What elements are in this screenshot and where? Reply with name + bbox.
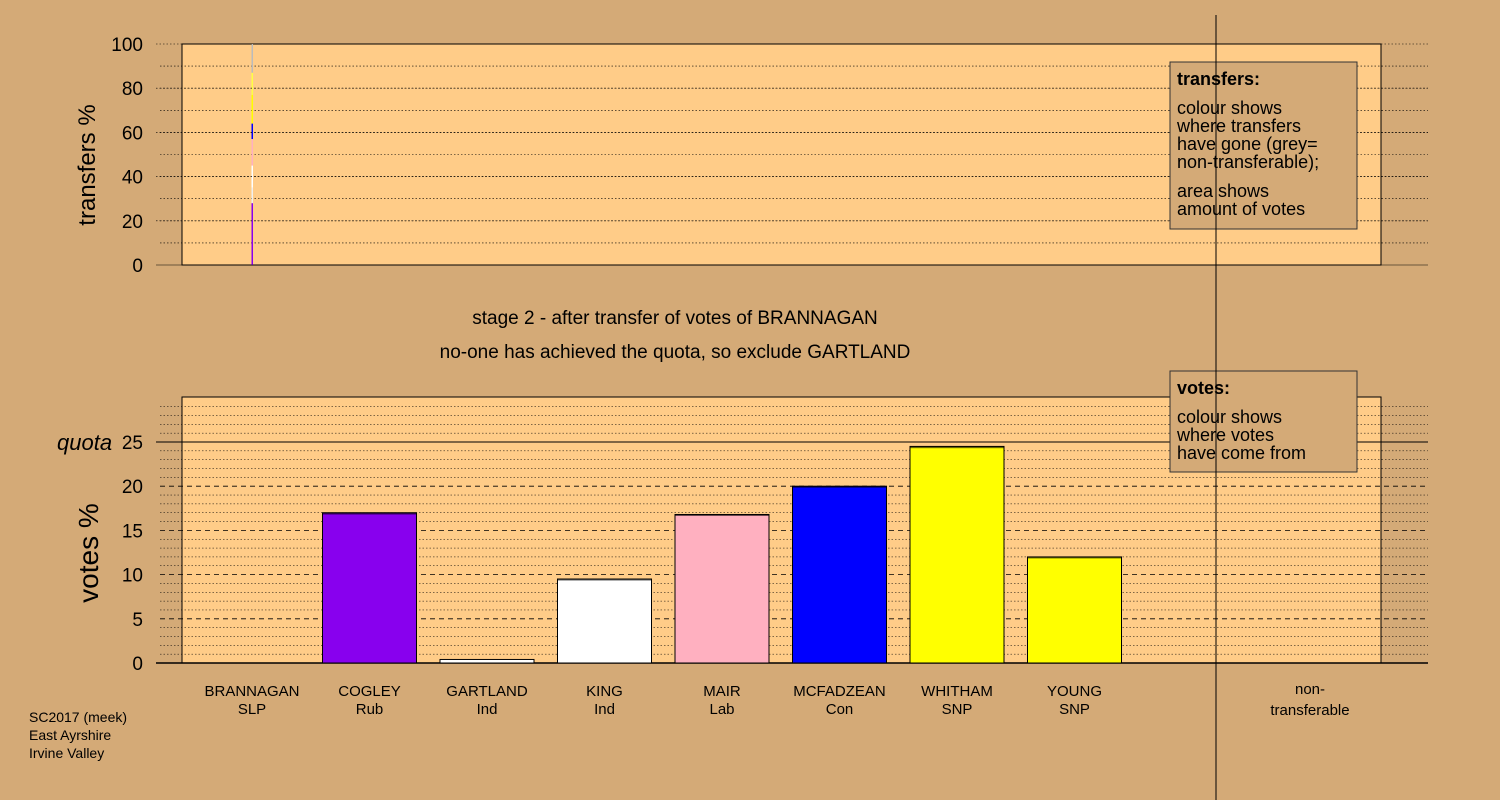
non-transferable-label-line2: transferable — [1270, 702, 1349, 719]
footer-line-2: East Ayrshire — [29, 727, 111, 743]
vote-bar-cogley — [322, 512, 417, 664]
footer-line-1: SC2017 (meek) — [29, 709, 127, 725]
transfer-segment-whitham — [251, 94, 253, 124]
transfer-segment-gartland — [251, 187, 253, 204]
transfers-y-tick-label: 20 — [122, 212, 143, 233]
transfers-legend: transfers: colour shows where transfers … — [1169, 61, 1358, 230]
votes-legend-heading: votes: — [1177, 378, 1230, 398]
transfers-y-tick-label: 0 — [132, 256, 143, 277]
footer-line-3: Irvine Valley — [29, 745, 104, 761]
transfers-legend-heading: transfers: — [1177, 69, 1260, 89]
votes-legend-line: colour shows — [1177, 407, 1282, 427]
candidate-name-mair: MAIR — [703, 683, 741, 700]
candidate-name-young: YOUNG — [1047, 683, 1102, 700]
votes-legend-line: where votes — [1176, 425, 1274, 445]
transfer-segments — [251, 44, 253, 265]
candidate-party-cogley: Rub — [356, 701, 384, 718]
vote-bar-king — [557, 578, 652, 664]
transfers-y-tick-label: 80 — [122, 79, 143, 100]
vote-bar-mcfadzean — [792, 485, 887, 664]
candidate-name-gartland: GARTLAND — [446, 683, 528, 700]
candidate-party-mair: Lab — [709, 701, 734, 718]
transfers-legend-line: non-transferable); — [1177, 152, 1319, 172]
candidate-party-gartland: Ind — [477, 701, 498, 718]
vote-bar-transfer-whitham — [910, 446, 1004, 449]
votes-x-labels: BRANNAGANSLPCOGLEYRubGARTLANDIndKINGIndM… — [204, 681, 1349, 719]
transfer-segment-mcfadzean — [251, 123, 253, 140]
transfers-y-tick-label: 60 — [122, 123, 143, 144]
votes-y-tick-label: 20 — [122, 477, 143, 498]
candidate-party-brannagan: SLP — [238, 701, 266, 718]
vote-bar-transfer-young — [1027, 556, 1122, 559]
votes-y-tick-label: 10 — [122, 566, 143, 587]
vote-bar-transfer-king — [557, 579, 652, 581]
votes-bars — [322, 445, 1122, 664]
votes-y-tick-label: 15 — [122, 521, 143, 542]
candidate-name-cogley: COGLEY — [338, 683, 401, 700]
non-transferable-label-line1: non- — [1295, 681, 1325, 698]
vote-bar-transfer-cogley — [322, 512, 417, 515]
transfers-legend-line: where transfers — [1176, 116, 1301, 136]
candidate-name-mcfadzean: MCFADZEAN — [793, 683, 886, 700]
votes-y-tick-label: 5 — [132, 610, 143, 631]
votes-y-tick-label: 25 — [122, 433, 143, 454]
votes-legend-line: have come from — [1177, 443, 1306, 463]
votes-legend-box — [1169, 370, 1358, 473]
transfers-y-tick-label: 100 — [111, 35, 143, 56]
votes-y-ticks: 0 5 10 15 20 25 — [122, 433, 143, 675]
transfers-legend-line: area shows — [1177, 181, 1269, 201]
transfer-segment-young — [251, 72, 253, 95]
votes-legend: votes: colour shows where votes have com… — [1169, 370, 1358, 473]
candidate-party-mcfadzean: Con — [826, 701, 854, 718]
vote-bar-transfer-mcfadzean — [792, 486, 887, 488]
vote-bar-gartland — [439, 658, 535, 664]
transfers-legend-box — [1169, 61, 1358, 230]
transfers-legend-line: amount of votes — [1177, 199, 1305, 219]
stage-note: no-one has achieved the quota, so exclud… — [440, 342, 911, 363]
transfer-segment-non-transferable — [251, 44, 253, 73]
transfers-chart: 0 20 40 60 80 100 transfers % transfers: colo… — [74, 35, 1428, 277]
transfer-segment-king — [251, 165, 253, 188]
candidate-name-whitham: WHITHAM — [921, 683, 993, 700]
candidate-party-king: Ind — [594, 701, 615, 718]
transfer-segment-mair — [251, 139, 253, 166]
vote-bar-transfer-mair — [675, 514, 769, 516]
candidate-party-young: SNP — [1059, 701, 1090, 718]
votes-y-axis-label: votes % — [73, 503, 104, 603]
transfers-legend-line: colour shows — [1177, 98, 1282, 118]
candidate-name-king: KING — [586, 683, 623, 700]
votes-y-tick-label: 0 — [132, 654, 143, 675]
transfers-y-tick-label: 40 — [122, 168, 143, 189]
candidate-party-whitham: SNP — [942, 701, 973, 718]
transfers-legend-line: have gone (grey= — [1177, 134, 1318, 154]
quota-label: quota — [57, 430, 112, 455]
stage-title: stage 2 - after transfer of votes of BRA… — [472, 308, 878, 329]
transfers-y-axis-label: transfers % — [74, 104, 101, 225]
candidate-name-brannagan: BRANNAGAN — [204, 683, 299, 700]
vote-bar-whitham — [909, 445, 1005, 664]
transfer-segment-cogley — [251, 203, 253, 265]
vote-bar-mair — [674, 513, 770, 664]
vote-bar-young — [1027, 556, 1122, 664]
transfers-y-ticks: 0 20 40 60 80 100 — [111, 35, 1428, 277]
